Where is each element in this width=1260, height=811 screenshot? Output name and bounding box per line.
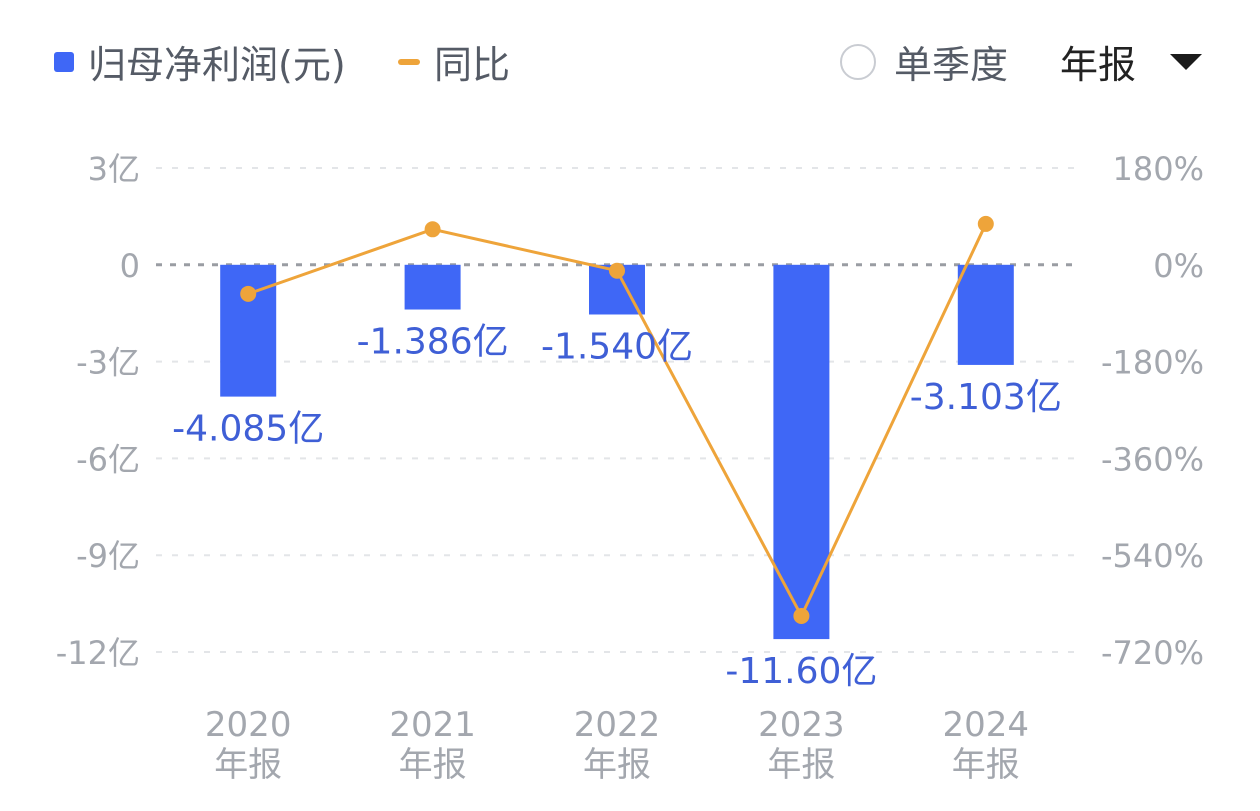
x-tick-label: 年报: [399, 745, 467, 785]
x-tick-label: 年报: [583, 745, 651, 785]
grid-layer: [156, 167, 1078, 653]
bar-value-label: -1.386亿: [357, 322, 509, 363]
y-left-tick-label: -12亿: [56, 634, 140, 672]
period-dropdown-label: 年报: [1060, 43, 1137, 87]
bar: [957, 264, 1014, 365]
period-dropdown[interactable]: 年报: [1060, 34, 1203, 89]
yoy-point: [793, 607, 810, 624]
x-tick-label: 2024: [943, 705, 1030, 745]
bar-value-label: -1.540亿: [541, 326, 693, 367]
y-left-tick-label: -9亿: [76, 537, 140, 575]
caret-down-icon: [1170, 53, 1203, 70]
bar-value-label: -3.103亿: [910, 377, 1062, 418]
bar: [773, 264, 830, 640]
y-right-tick-label: -360%: [1101, 440, 1204, 478]
legend-bar-swatch: [54, 51, 74, 72]
y-left-tick-label: -6亿: [76, 440, 140, 478]
y-right-tick-label: -720%: [1101, 634, 1204, 672]
y-right-tick-label: 0%: [1153, 247, 1204, 285]
yoy-point: [977, 215, 994, 232]
y-left-tick-label: -3亿: [76, 344, 140, 382]
yoy-point: [609, 262, 625, 279]
legend-line-series[interactable]: 同比: [398, 34, 510, 89]
yoy-point: [424, 221, 441, 238]
x-tick-label: 年报: [214, 745, 282, 785]
legend-bar-label: 归母净利润(元): [88, 43, 346, 87]
quarter-toggle[interactable]: 单季度: [840, 34, 1008, 89]
x-tick-label: 2021: [389, 705, 476, 745]
bar: [220, 264, 277, 397]
axis-layer: 3亿 0 -3亿 -6亿 -9亿 -12亿 180% 0% -180% -360% -540% -72…: [56, 150, 1204, 785]
quarter-toggle-label: 单季度: [894, 43, 1009, 87]
bar-value-label: -11.60亿: [725, 651, 877, 692]
x-tick-label: 年报: [952, 745, 1020, 785]
y-right-tick-label: -540%: [1101, 537, 1204, 575]
line-layer: [240, 215, 994, 624]
legend-bar-series[interactable]: 归母净利润(元): [54, 34, 346, 89]
y-right-tick-label: -180%: [1101, 344, 1204, 382]
x-tick-label: 2023: [758, 705, 845, 745]
bar-value-label: -4.085亿: [172, 409, 324, 450]
bar: [404, 264, 461, 310]
y-left-tick-label: 0: [120, 247, 140, 285]
y-left-tick-label: 3亿: [88, 150, 140, 188]
x-tick-label: 2022: [574, 705, 661, 745]
label-layer: -4.085亿 -1.386亿 -1.540亿 -11.60亿 -3.103亿: [172, 322, 1062, 693]
x-tick-label: 年报: [767, 745, 835, 785]
legend-line-swatch: [398, 58, 420, 65]
bar-layer: [220, 264, 1014, 640]
y-right-tick-label: 180%: [1113, 150, 1204, 188]
x-tick-label: 2020: [205, 705, 292, 745]
chart-header: 归母净利润(元) 同比 单季度 年报: [0, 0, 1260, 120]
radio-circle-icon[interactable]: [840, 43, 876, 80]
yoy-point: [240, 285, 257, 302]
legend-line-label: 同比: [434, 43, 511, 87]
